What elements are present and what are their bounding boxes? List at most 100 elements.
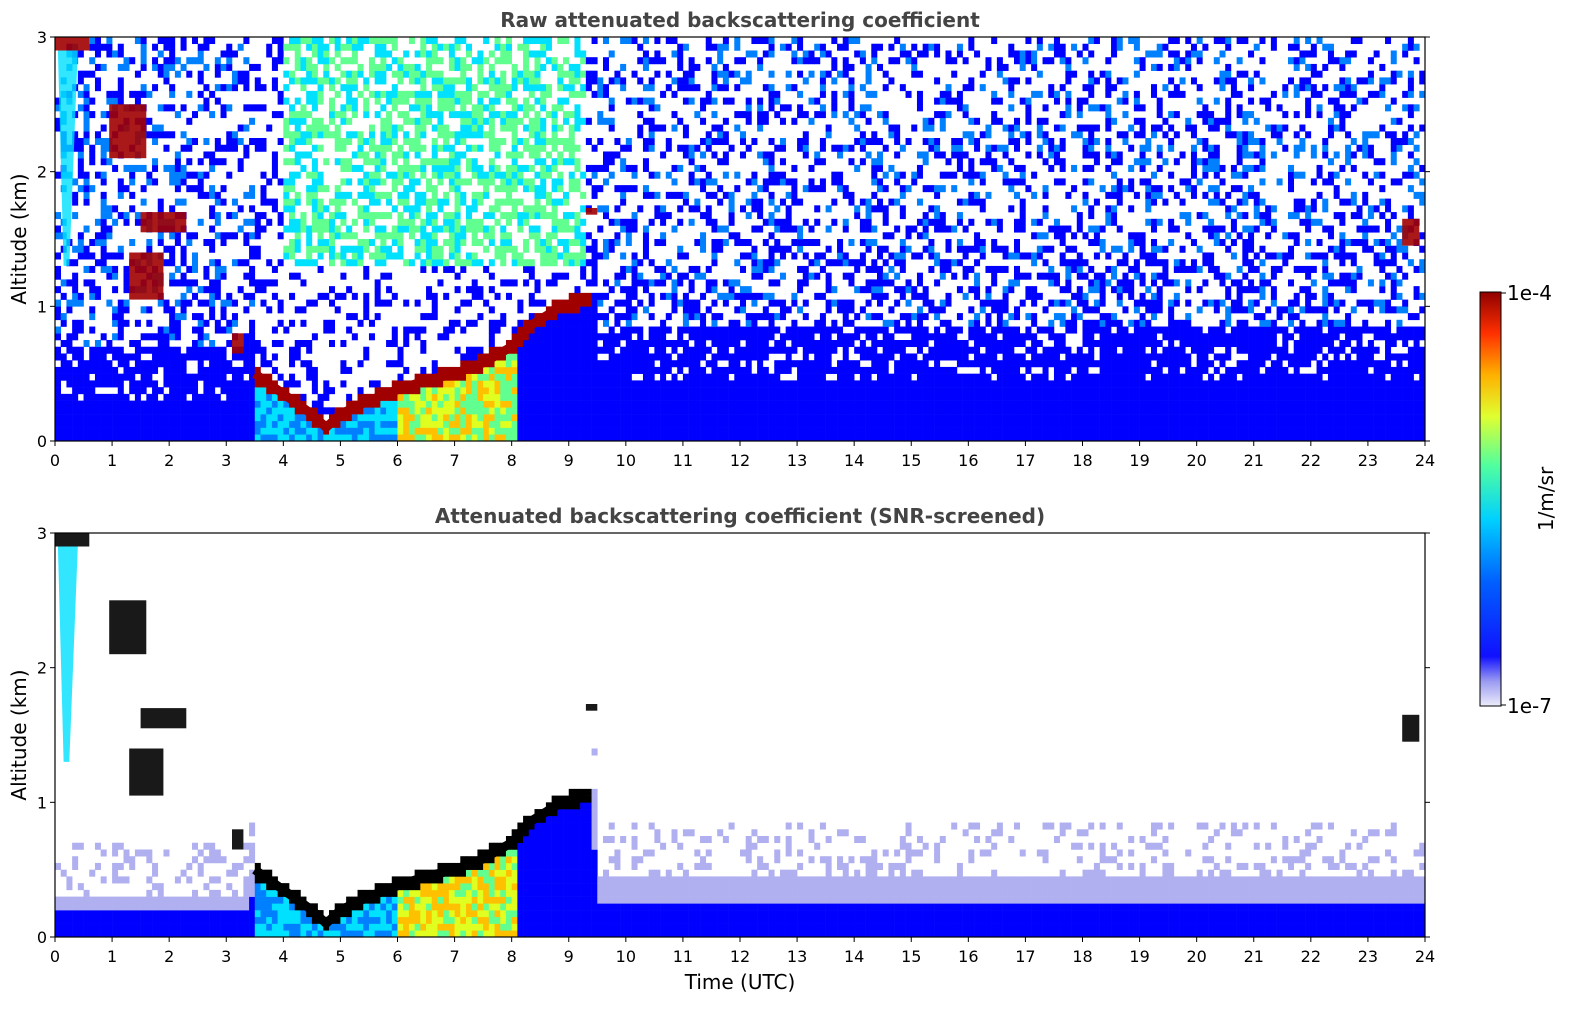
heatmap-cell — [494, 77, 501, 85]
heatmap-cell — [551, 232, 558, 240]
heatmap-cell — [557, 373, 564, 381]
heatmap-cell — [226, 299, 233, 307]
heatmap-cell — [340, 434, 347, 442]
heatmap-cell — [557, 218, 564, 226]
heatmap-cell — [563, 191, 570, 199]
heatmap-cell — [329, 259, 336, 267]
heatmap-cell — [637, 340, 644, 348]
heatmap-cell — [557, 198, 564, 206]
heatmap-cell — [426, 286, 433, 294]
heatmap-cell — [751, 171, 758, 179]
heatmap-cell — [591, 393, 598, 401]
heatmap-cell — [214, 319, 221, 327]
heatmap-cell — [163, 333, 170, 341]
heatmap-cell — [500, 360, 507, 368]
heatmap-cell — [500, 138, 507, 146]
heatmap-cell — [768, 414, 775, 422]
heatmap-cell — [443, 158, 450, 166]
heatmap-cell — [66, 333, 73, 341]
heatmap-cell — [911, 366, 918, 374]
heatmap-cell — [494, 97, 501, 105]
heatmap-cell — [340, 360, 347, 368]
heatmap-cell — [545, 151, 552, 159]
heatmap-cell — [551, 144, 558, 152]
heatmap-cell — [494, 393, 501, 401]
heatmap-cell — [580, 333, 587, 341]
heatmap-cell — [209, 158, 216, 166]
heatmap-cell — [762, 340, 769, 348]
heatmap-cell — [420, 420, 427, 428]
heatmap-cell — [625, 265, 632, 273]
heatmap-cell — [808, 427, 815, 435]
heatmap-cell — [665, 259, 672, 267]
heatmap-cell — [597, 292, 604, 300]
heatmap-cell — [83, 104, 90, 112]
heatmap-cell — [300, 218, 307, 226]
heatmap-cell — [859, 50, 866, 58]
heatmap-cell — [55, 414, 62, 422]
heatmap-cell — [83, 84, 90, 92]
heatmap-cell — [779, 272, 786, 280]
heatmap-cell — [608, 353, 615, 361]
heatmap-cell — [186, 407, 193, 415]
heatmap-cell — [363, 104, 370, 112]
heatmap-cell — [294, 427, 301, 435]
heatmap-cell — [591, 387, 598, 395]
heatmap-cell — [220, 434, 227, 442]
heatmap-cell — [420, 144, 427, 152]
heatmap-cell — [671, 387, 678, 395]
heatmap-cell — [905, 393, 912, 401]
heatmap-cell — [60, 313, 67, 321]
heatmap-cell — [55, 346, 62, 354]
heatmap-cell — [368, 191, 375, 199]
heatmap-cell — [231, 366, 238, 374]
heatmap-cell — [254, 407, 261, 415]
heatmap-cell — [717, 400, 724, 408]
heatmap-cell — [734, 239, 741, 247]
heatmap-cell — [545, 43, 552, 51]
heatmap-cell — [55, 420, 62, 428]
heatmap-cell — [374, 427, 381, 435]
heatmap-cell — [391, 158, 398, 166]
heatmap-cell — [762, 111, 769, 119]
heatmap-cell — [682, 427, 689, 435]
heatmap-cell — [237, 70, 244, 78]
heatmap-cell — [505, 218, 512, 226]
heatmap-cell — [631, 407, 638, 415]
heatmap-cell — [77, 346, 84, 354]
heatmap-cell — [214, 434, 221, 442]
heatmap-cell — [106, 50, 113, 58]
heatmap-cell — [523, 185, 530, 193]
heatmap-cell — [174, 70, 181, 78]
heatmap-cell — [711, 97, 718, 105]
heatmap-cell — [848, 63, 855, 71]
heatmap-cell — [214, 353, 221, 361]
heatmap-cell — [306, 245, 313, 253]
heatmap-cell — [734, 427, 741, 435]
heatmap-cell — [859, 306, 866, 314]
heatmap-cell — [300, 393, 307, 401]
heatmap-cell — [89, 185, 96, 193]
heatmap-cell — [557, 158, 564, 166]
heatmap-cell — [437, 84, 444, 92]
heatmap-cell — [117, 185, 124, 193]
heatmap-cell — [505, 407, 512, 415]
heatmap-cell — [454, 427, 461, 435]
heatmap-cell — [888, 57, 895, 65]
heatmap-cell — [648, 333, 655, 341]
heatmap-cell — [854, 346, 861, 354]
heatmap-cell — [585, 353, 592, 361]
heatmap-cell — [237, 353, 244, 361]
heatmap-cell — [306, 90, 313, 98]
heatmap-cell — [797, 232, 804, 240]
heatmap-cell — [254, 104, 261, 112]
heatmap-cell — [329, 77, 336, 85]
heatmap-cell — [511, 198, 518, 206]
heatmap-cell — [454, 90, 461, 98]
heatmap-cell — [837, 326, 844, 334]
heatmap-cell — [802, 360, 809, 368]
heatmap-cell — [654, 387, 661, 395]
heatmap-cell — [528, 299, 535, 307]
heatmap-cell — [757, 265, 764, 273]
heatmap-cell — [642, 225, 649, 233]
